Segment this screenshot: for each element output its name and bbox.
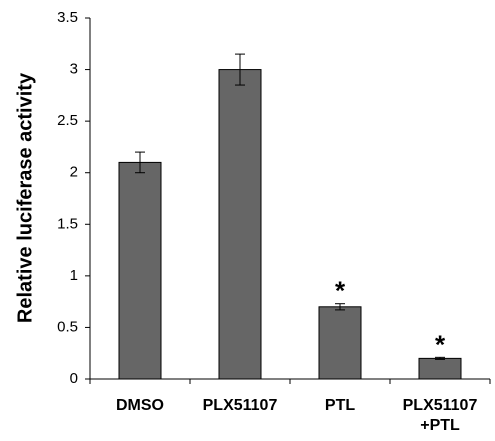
y-tick-label: 1: [70, 267, 78, 284]
x-axis: [89, 378, 491, 384]
category-label: PTL: [325, 397, 355, 414]
y-tick-label: 3: [70, 61, 78, 78]
bar: [418, 357, 462, 380]
y-tick-label: 2.5: [57, 112, 78, 129]
y-tick-label: 1.5: [57, 215, 78, 232]
category-label: DMSO: [116, 397, 164, 414]
error-bars: [135, 53, 445, 360]
bar: [318, 306, 362, 380]
category-label: PLX51107: [403, 397, 478, 414]
significance-asterisk: *: [435, 329, 446, 359]
category-labels: DMSO PLX51107 PTL PLX51107 +PTL: [116, 397, 477, 434]
category-label: +PTL: [420, 417, 460, 434]
significance-asterisk: *: [335, 276, 346, 306]
bar: [118, 161, 162, 380]
y-tick-label: 0: [70, 370, 78, 387]
y-tick-label: 3.5: [57, 9, 78, 26]
bar: [218, 69, 262, 380]
significance-markers: **: [335, 276, 446, 360]
y-axis: 0 0.5 1 1.5 2 2.5 3 3.5: [57, 9, 91, 387]
y-tick-label: 0.5: [57, 318, 78, 335]
category-label: PLX51107: [203, 397, 278, 414]
y-tick-label: 2: [70, 164, 78, 181]
bars: [118, 69, 462, 380]
y-axis-label: Relative luciferase activity: [14, 72, 36, 323]
